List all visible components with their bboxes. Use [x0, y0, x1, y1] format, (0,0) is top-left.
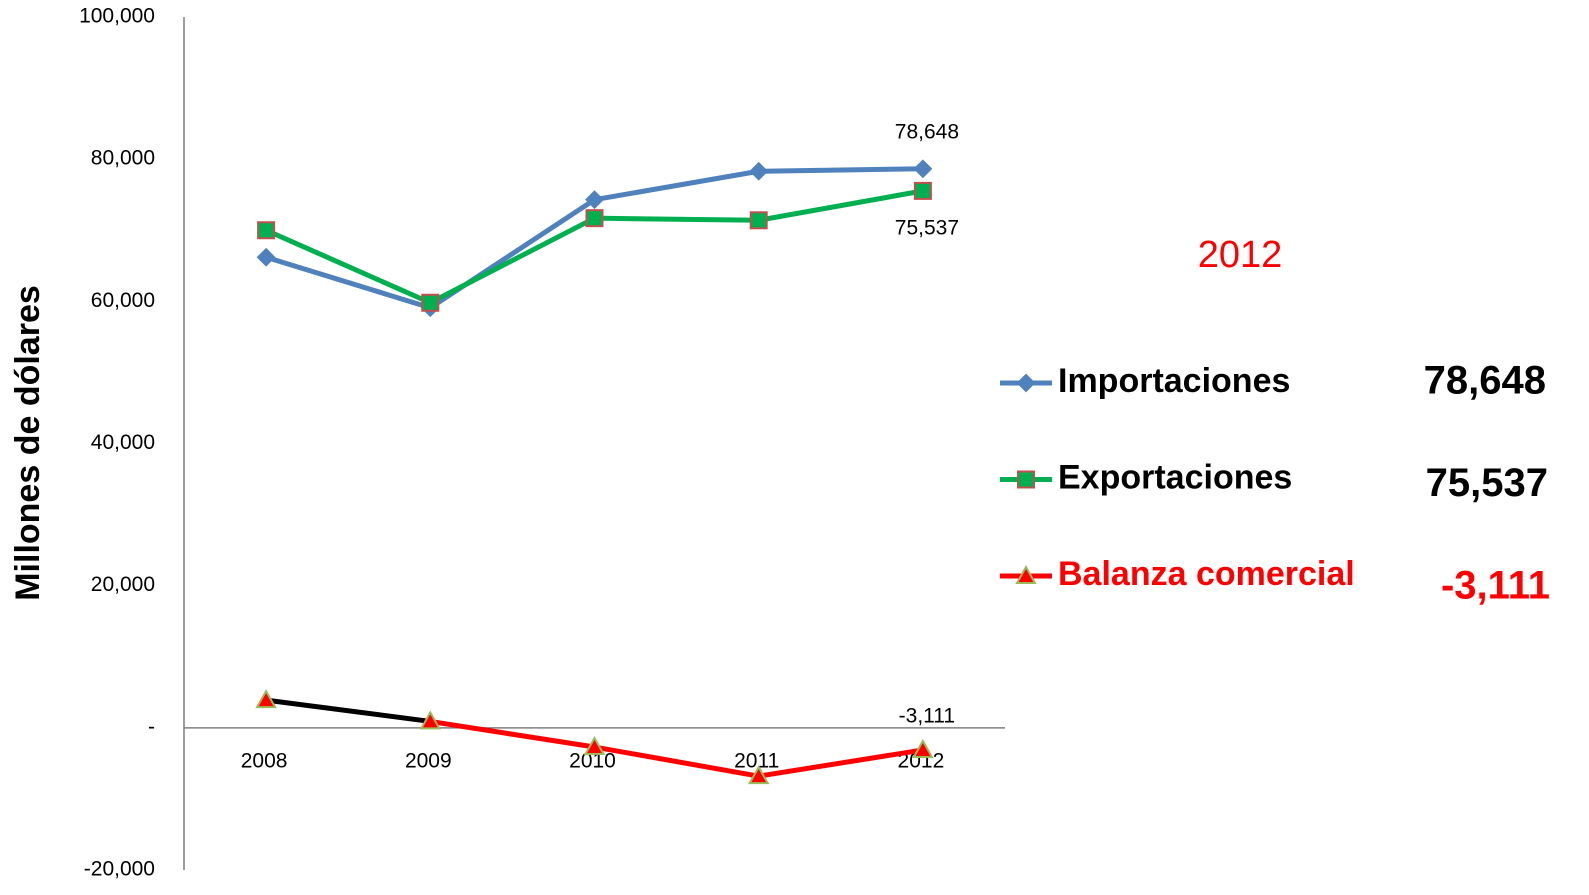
x-tick-label: 2008 — [241, 749, 288, 772]
marker — [913, 181, 932, 200]
line-segment — [594, 215, 759, 223]
line-segment — [594, 744, 760, 779]
legend-year: 2012 — [1198, 234, 1283, 276]
legend-value: 78,648 — [1424, 359, 1546, 403]
line-segment — [265, 227, 432, 306]
marker — [1015, 564, 1037, 584]
legend-label: Importaciones — [1058, 362, 1290, 400]
line-segment — [594, 168, 760, 203]
x-tick-label: 2009 — [405, 749, 452, 772]
marker — [1017, 470, 1035, 489]
marker — [257, 221, 276, 240]
data-label: 75,537 — [895, 216, 959, 239]
marker — [749, 161, 769, 181]
marker — [421, 293, 440, 312]
legend-label: Balanza comercial — [1058, 555, 1355, 593]
y-tick-label: 80,000 — [91, 147, 155, 170]
y-axis-label: Millones de dólares — [9, 285, 47, 601]
y-tick-label: -20,000 — [84, 858, 155, 881]
line-segment — [429, 718, 595, 750]
marker — [585, 190, 604, 210]
legend-label: Exportaciones — [1058, 458, 1292, 496]
x-tick-label: 2010 — [569, 749, 616, 772]
marker — [749, 211, 768, 230]
marker — [585, 209, 604, 228]
marker — [747, 765, 770, 785]
line-segment — [429, 215, 596, 305]
x-tick-label: 2012 — [898, 749, 945, 772]
line-segment — [265, 254, 432, 311]
marker — [255, 689, 277, 709]
marker — [912, 738, 934, 758]
y-tick-label: 100,000 — [79, 5, 155, 28]
legend-value: -3,111 — [1441, 564, 1550, 608]
y-tick-label: 60,000 — [91, 289, 155, 312]
marker — [913, 159, 933, 179]
marker — [1016, 373, 1036, 393]
y-tick-label: 40,000 — [91, 431, 155, 454]
y-tick-label: - — [148, 715, 155, 738]
marker — [583, 735, 606, 756]
y-tick-label: 20,000 — [91, 573, 155, 596]
line-segment — [265, 697, 431, 724]
marker — [419, 710, 442, 730]
line-segment — [758, 188, 924, 223]
x-tick-label: 2011 — [734, 749, 779, 772]
line-segment — [758, 166, 923, 174]
marker — [256, 247, 276, 267]
legend-value: 75,537 — [1426, 461, 1548, 505]
line-segment — [758, 747, 924, 779]
data-label: -3,111 — [899, 704, 955, 727]
data-label: 78,648 — [895, 120, 959, 143]
